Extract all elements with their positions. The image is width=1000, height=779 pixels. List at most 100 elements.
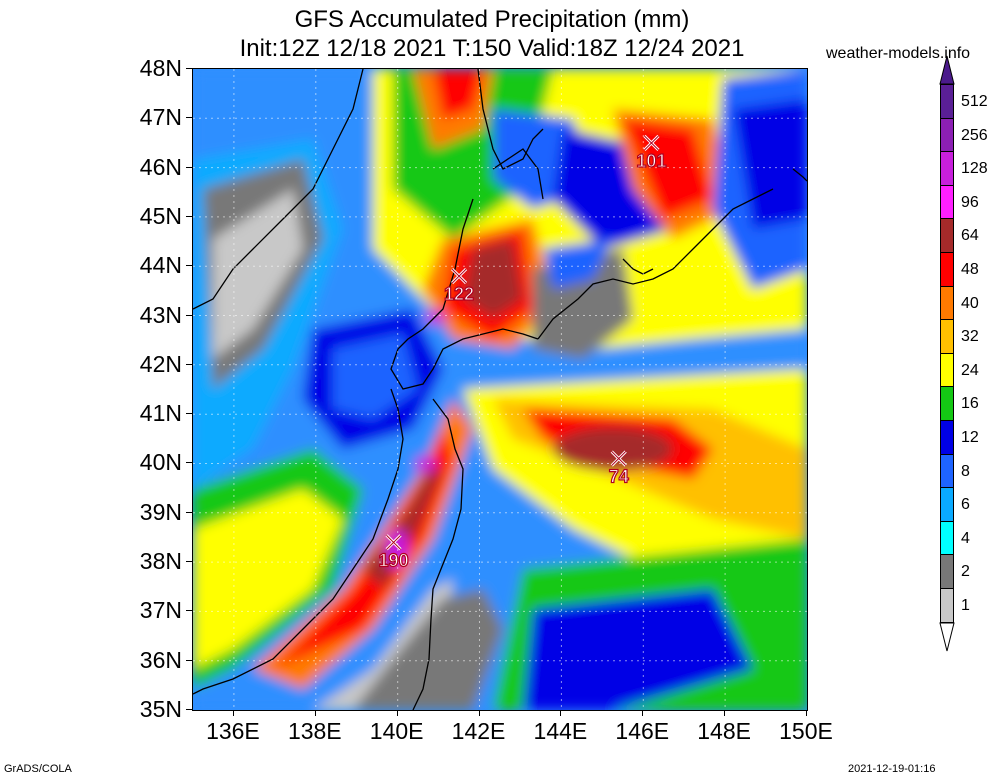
latitude-label: 37N: [139, 597, 182, 624]
latitude-tick: [186, 511, 192, 513]
latitude-label: 40N: [139, 449, 182, 476]
colorbar-level-label: 24: [961, 361, 979, 379]
longitude-label: 150E: [779, 718, 833, 744]
latitude-tick: [186, 215, 192, 217]
max-marker: 74: [608, 450, 629, 487]
max-marker-cross-inner: [644, 135, 659, 151]
latitude-label: 47N: [139, 104, 182, 131]
map-subtitle: Init:12Z 12/18 2021 T:150 Valid:18Z 12/2…: [239, 35, 745, 62]
max-marker: 190: [378, 534, 409, 571]
colorbar-level-label: 1: [961, 597, 970, 614]
colorbar-cell: [940, 588, 954, 623]
colorbar-max-triangle: [939, 55, 955, 85]
colorbar-cell: [940, 218, 954, 253]
latitude-label: 38N: [139, 548, 182, 575]
longitude-tick: [560, 710, 562, 716]
longitude-tick: [396, 710, 398, 716]
longitude-label: 146E: [615, 718, 670, 744]
latitude-tick: [186, 462, 192, 464]
longitude-label: 138E: [287, 718, 342, 744]
longitude-label: 148E: [697, 718, 751, 744]
colorbar-cell: [940, 520, 954, 556]
map-title: GFS Accumulated Precipitation (mm): [294, 6, 690, 33]
max-marker-value: 122: [444, 284, 474, 304]
colorbar-cell: [940, 319, 954, 354]
max-marker-value: 101: [636, 151, 666, 171]
latitude-label: 44N: [139, 252, 182, 279]
latitude-label: 43N: [139, 301, 182, 328]
gridlines: [193, 69, 807, 710]
latitude-label: 48N: [139, 55, 182, 81]
longitude-label: 142E: [451, 718, 506, 744]
longitude-tick: [478, 710, 480, 716]
colorbar-cell: [940, 184, 954, 220]
colorbar-level-label: 128: [961, 160, 988, 178]
colorbar-level-label: 6: [961, 496, 970, 514]
colorbar-level-label: 8: [961, 462, 970, 480]
colorbar-level-label: 2: [961, 563, 970, 581]
latitude-tick: [186, 265, 192, 267]
colorbar-level-label: 4: [961, 529, 970, 547]
max-precip-markers: 101 122 74 190: [378, 134, 667, 571]
latitude-tick: [186, 561, 192, 563]
colorbar-level-label: 40: [961, 294, 979, 312]
colorbar-cell: [940, 386, 954, 421]
longitude-label: 144E: [533, 718, 588, 744]
latitude-label: 36N: [139, 646, 182, 673]
max-marker-cross-inner: [386, 535, 401, 550]
latitude-label: 45N: [139, 202, 182, 229]
precipitation-map: 101 122 74 190: [192, 68, 808, 711]
longitude-tick: [724, 710, 726, 716]
colorbar-cell: [940, 352, 954, 388]
colorbar-level-label: 512: [961, 93, 988, 110]
colorbar-level-label: 256: [961, 126, 988, 144]
colorbar-cell: [940, 252, 954, 287]
latitude-tick: [186, 413, 192, 415]
precip-field: [193, 69, 807, 710]
max-marker-cross-inner: [451, 268, 467, 284]
software-credit: GrADS/COLA: [4, 763, 72, 775]
max-marker: 122: [443, 268, 475, 305]
colorbar-cell: [940, 554, 954, 589]
latitude-tick: [186, 68, 192, 69]
longitude-tick: [642, 710, 644, 716]
coastlines: [193, 69, 807, 710]
colorbar-level-label: 32: [961, 328, 979, 346]
latitude-label: 39N: [139, 498, 182, 525]
colorbar-min-triangle: [939, 622, 955, 651]
colorbar-cell: [940, 117, 954, 153]
colorbar-cell: [940, 487, 954, 522]
latitude-label: 35N: [139, 696, 182, 722]
colorbar-cell: [940, 151, 954, 186]
max-marker-cross-inner: [611, 451, 627, 466]
map-canvas: 101 122 74 190: [193, 69, 807, 710]
colorbar-level-label: 64: [961, 227, 979, 245]
latitude-tick: [186, 709, 192, 710]
source-label: weather-models.info: [826, 45, 971, 62]
render-timestamp: 2021-12-19-01:16: [848, 763, 936, 775]
colorbar-cell: [940, 84, 954, 119]
colorbar-cell: [940, 453, 954, 489]
colorbar-cell: [940, 420, 954, 455]
latitude-tick: [186, 659, 192, 661]
max-marker-value: 190: [379, 550, 409, 570]
latitude-tick: [186, 314, 192, 316]
latitude-tick: [186, 117, 192, 119]
max-marker-value: 74: [609, 467, 629, 487]
colorbar-level-label: 96: [961, 193, 979, 211]
colorbar-level-label: 48: [961, 261, 979, 278]
longitude-label: 136E: [206, 718, 260, 744]
colorbar-level-label: 12: [961, 429, 979, 446]
max-marker: 101: [636, 134, 667, 172]
latitude-tick: [186, 363, 192, 365]
latitude-label: 46N: [139, 153, 182, 180]
colorbar-cell: [940, 285, 954, 321]
latitude-label: 41N: [139, 400, 182, 427]
longitude-label: 140E: [369, 718, 424, 744]
latitude-tick: [186, 166, 192, 168]
latitude-label: 42N: [139, 350, 182, 377]
colorbar-level-label: 16: [961, 395, 979, 413]
longitude-tick: [232, 710, 234, 716]
latitude-tick: [186, 610, 192, 612]
longitude-tick: [806, 710, 807, 716]
